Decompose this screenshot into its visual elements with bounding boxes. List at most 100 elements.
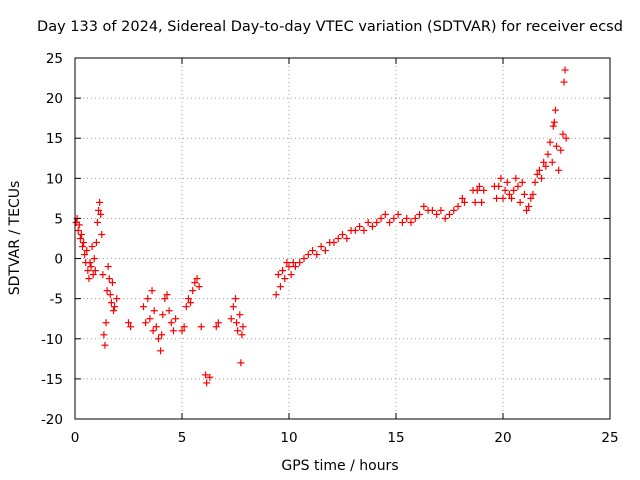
data-point (91, 267, 99, 275)
data-point (343, 235, 351, 242)
data-point (557, 146, 565, 154)
data-point (172, 315, 180, 323)
data-point (549, 122, 557, 130)
data-point (178, 327, 186, 335)
data-point (142, 319, 150, 327)
data-point (274, 271, 282, 279)
data-point (475, 182, 483, 190)
data-point (99, 271, 107, 279)
x-tick-label: 15 (387, 430, 404, 446)
data-series (72, 66, 570, 387)
data-point (234, 327, 242, 335)
data-point (407, 218, 415, 226)
data-point (214, 319, 222, 327)
data-point (152, 323, 160, 331)
data-point (111, 303, 119, 311)
data-point (233, 319, 241, 327)
data-point (272, 291, 280, 299)
data-point (360, 226, 368, 234)
data-point (351, 226, 359, 234)
data-point (473, 186, 481, 194)
data-point (167, 319, 175, 327)
y-tick-label: 20 (46, 91, 63, 107)
y-axis-label: SDTVAR / TECUs (7, 181, 23, 296)
data-point (105, 275, 113, 283)
data-point (460, 198, 468, 206)
data-point (193, 275, 201, 283)
data-point (562, 134, 570, 142)
data-point (238, 331, 246, 339)
data-point (75, 221, 83, 229)
data-point (78, 243, 86, 251)
data-point (544, 150, 552, 158)
data-point (154, 335, 162, 343)
data-point (508, 194, 516, 202)
data-point (191, 279, 199, 287)
data-point (165, 307, 173, 315)
data-point (550, 118, 558, 126)
data-point (150, 307, 158, 315)
data-point (102, 319, 110, 327)
data-point (289, 259, 297, 267)
x-axis-label: GPS time / hours (281, 458, 398, 474)
data-point (381, 210, 389, 218)
data-point (386, 218, 394, 226)
data-point (497, 174, 505, 182)
data-point (92, 239, 100, 247)
data-point (518, 178, 526, 186)
data-point (279, 267, 287, 275)
data-point (283, 259, 291, 267)
x-tick-label: 0 (71, 430, 80, 446)
data-point (281, 275, 289, 283)
data-point (139, 303, 147, 311)
data-point (169, 327, 177, 335)
plot-frame (74, 57, 611, 420)
data-point (420, 202, 428, 210)
data-point (551, 106, 559, 114)
data-point (540, 158, 548, 166)
data-point (239, 323, 247, 331)
data-point (180, 323, 188, 331)
data-point (441, 214, 449, 222)
data-point (501, 186, 509, 194)
data-point (101, 341, 109, 349)
data-point (317, 243, 325, 251)
data-point (394, 210, 402, 218)
data-point (561, 66, 569, 74)
data-point (555, 166, 563, 174)
data-point (291, 263, 299, 271)
data-point (127, 323, 135, 331)
data-point (106, 291, 114, 299)
data-point (458, 194, 466, 202)
data-point (161, 295, 169, 303)
data-point (514, 182, 522, 190)
data-point (516, 198, 524, 206)
data-point (84, 267, 92, 275)
data-point (546, 138, 554, 146)
data-point (398, 218, 406, 226)
data-point (95, 206, 103, 214)
data-point (309, 247, 317, 255)
data-point (187, 299, 195, 307)
y-tick-label: 25 (46, 51, 63, 67)
data-point (437, 206, 445, 214)
data-point (529, 190, 537, 198)
data-point (93, 218, 101, 226)
data-point (495, 182, 503, 190)
data-point (86, 259, 94, 267)
data-point (559, 130, 567, 138)
data-point (433, 210, 441, 218)
data-point (80, 239, 88, 247)
data-point (125, 319, 132, 327)
data-point (158, 331, 166, 339)
data-point (206, 373, 214, 381)
data-point (146, 315, 154, 323)
data-point (533, 170, 541, 178)
data-point (330, 239, 338, 247)
data-point (499, 194, 507, 202)
data-point (503, 178, 511, 186)
data-point (107, 299, 115, 307)
data-point (103, 287, 111, 295)
data-point (520, 190, 528, 198)
